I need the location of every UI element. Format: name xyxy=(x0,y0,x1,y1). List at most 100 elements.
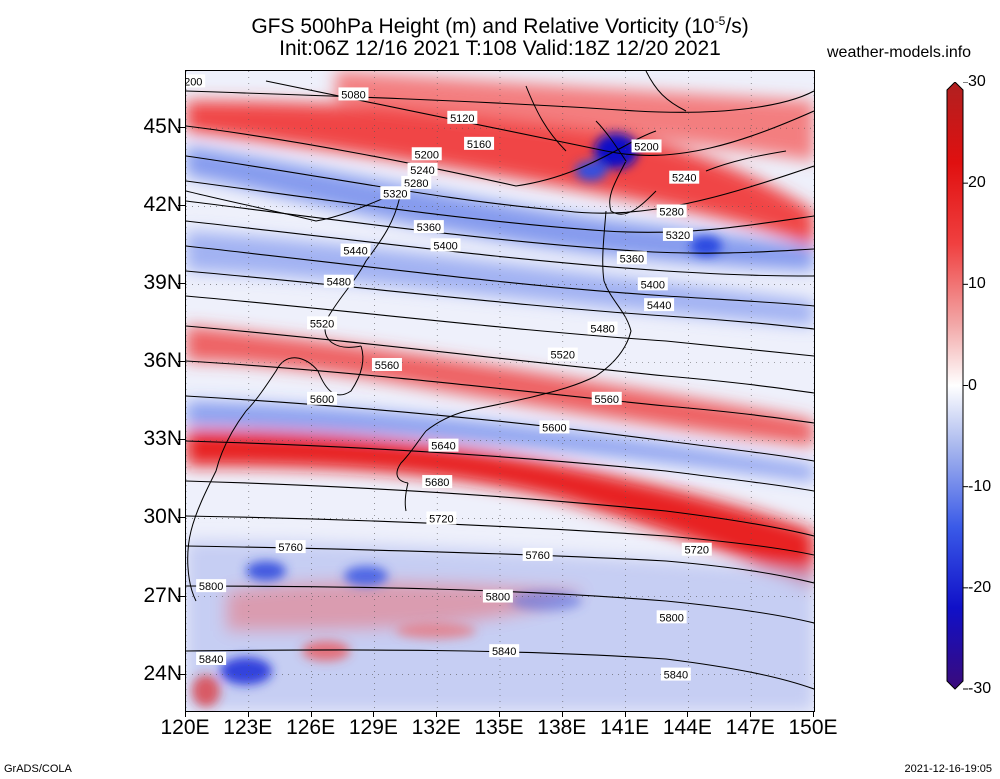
chart-title: GFS 500hPa Height (m) and Relative Vorti… xyxy=(251,14,749,38)
contour-label: 5680 xyxy=(422,475,453,489)
contour-label: 5320 xyxy=(380,186,411,200)
lon-tick-label: 129E xyxy=(348,716,398,739)
lon-tick-mark xyxy=(813,711,814,717)
svg-text:5560: 5560 xyxy=(595,394,619,406)
footer-left: GrADS/COLA xyxy=(4,763,72,775)
svg-text:5120: 5120 xyxy=(450,113,474,125)
svg-text:5640: 5640 xyxy=(431,441,455,453)
contour-label: 5520 xyxy=(547,347,578,362)
lon-tick-label: 147E xyxy=(725,716,775,739)
svg-text:5280: 5280 xyxy=(659,206,683,218)
height-contours xyxy=(186,80,814,690)
svg-text:5680: 5680 xyxy=(425,477,449,489)
contour-label: 5240 xyxy=(669,170,700,185)
contour-label: 5480 xyxy=(323,274,354,289)
contour-label: 5320 xyxy=(662,227,693,242)
lat-tick-mark xyxy=(178,205,185,207)
contour-label: 5240 xyxy=(407,162,438,177)
colorbar-tick-label: 0 xyxy=(968,376,977,394)
svg-text:5760: 5760 xyxy=(278,542,302,554)
svg-text:5320: 5320 xyxy=(383,188,407,200)
footer-right: 2021-12-16-19:05 xyxy=(904,763,992,775)
contour-label: 5600 xyxy=(539,420,570,434)
lon-tick-mark xyxy=(687,711,689,717)
contour-label: 5560 xyxy=(591,391,622,406)
svg-text:5600: 5600 xyxy=(310,394,334,406)
lon-tick-label: 150E xyxy=(788,716,838,739)
svg-text:5800: 5800 xyxy=(199,581,223,593)
contour-label: 5440 xyxy=(644,298,675,312)
lat-tick-label: 24N xyxy=(143,661,182,685)
contour-labels: 5200 5080 5120 5160 5200 5240 5280 5320 5200 5240… xyxy=(186,74,712,682)
svg-text:5320: 5320 xyxy=(666,230,690,242)
svg-text:5600: 5600 xyxy=(542,422,566,434)
contour-label: 5760 xyxy=(275,540,306,554)
contour-label: 5720 xyxy=(426,511,457,525)
lon-tick-label: 138E xyxy=(537,716,587,739)
lat-tick-mark xyxy=(178,361,185,363)
svg-text:5480: 5480 xyxy=(327,277,351,289)
svg-text:5520: 5520 xyxy=(310,318,334,330)
svg-text:5200: 5200 xyxy=(186,76,202,88)
svg-text:5720: 5720 xyxy=(429,513,453,525)
lon-tick-label: 123E xyxy=(223,716,273,739)
lon-tick-mark xyxy=(436,711,438,717)
lat-tick-label: 30N xyxy=(143,505,182,529)
svg-text:5520: 5520 xyxy=(551,350,575,362)
svg-text:5720: 5720 xyxy=(685,545,709,557)
colorbar xyxy=(946,82,968,690)
svg-text:5080: 5080 xyxy=(341,89,365,101)
svg-text:5840: 5840 xyxy=(492,646,516,658)
contour-label: 5840 xyxy=(489,644,520,658)
lat-tick-mark xyxy=(178,517,185,519)
lon-tick-mark xyxy=(185,711,186,717)
lat-tick-label: 39N xyxy=(143,271,182,295)
lon-tick-mark xyxy=(247,711,249,717)
contour-label: 5360 xyxy=(413,220,444,234)
contour-label: 5400 xyxy=(637,277,668,291)
svg-text:5240: 5240 xyxy=(410,165,434,177)
chart-subtitle: Init:06Z 12/16 2021 T:108 Valid:18Z 12/2… xyxy=(279,37,721,60)
lon-tick-mark xyxy=(499,711,500,717)
contour-label: 5600 xyxy=(307,391,338,406)
svg-text:5440: 5440 xyxy=(343,246,367,258)
contour-label: 5640 xyxy=(428,438,459,453)
contour-label: 5120 xyxy=(447,110,478,125)
contour-label: 5360 xyxy=(616,251,647,265)
contour-label: 5440 xyxy=(340,243,371,258)
contour-label: 5800 xyxy=(196,579,227,593)
contour-label: 5560 xyxy=(371,357,402,372)
svg-text:5840: 5840 xyxy=(199,654,223,666)
title-exponent: -5 xyxy=(714,14,726,28)
lon-tick-label: 141E xyxy=(600,716,650,739)
svg-text:5160: 5160 xyxy=(467,139,491,151)
contour-label: 5400 xyxy=(430,238,461,252)
svg-text:5480: 5480 xyxy=(590,324,614,336)
svg-text:5200: 5200 xyxy=(414,149,438,161)
lat-tick-label: 27N xyxy=(143,583,182,607)
lon-tick-mark xyxy=(624,711,626,717)
svg-text:5840: 5840 xyxy=(664,670,688,682)
lon-tick-mark xyxy=(310,711,312,717)
colorbar-tick-label: 30 xyxy=(968,73,986,90)
contour-label: 5840 xyxy=(660,667,691,682)
site-credit: weather-models.info xyxy=(827,44,972,61)
svg-text:5800: 5800 xyxy=(659,612,683,624)
contour-label: 5800 xyxy=(482,589,513,604)
lon-tick-mark xyxy=(373,711,375,717)
lon-tick-label: 132E xyxy=(411,716,461,739)
colorbar-tick-label: -30 xyxy=(968,680,992,697)
vorticity-map: 5200 5080 5120 5160 5200 5240 5280 5320 5200 5240… xyxy=(185,70,815,712)
colorbar-tick-label: 20 xyxy=(968,174,986,192)
lon-tick-mark xyxy=(561,711,563,717)
lat-tick-mark xyxy=(178,439,185,441)
contour-label: 5200 xyxy=(186,74,206,88)
lon-tick-label: 120E xyxy=(160,716,210,739)
contour-label: 5160 xyxy=(464,136,495,151)
svg-text:5240: 5240 xyxy=(672,173,696,185)
contour-label: 5200 xyxy=(411,147,442,161)
svg-text:5560: 5560 xyxy=(375,360,399,372)
lat-tick-label: 45N xyxy=(143,115,182,139)
svg-text:5440: 5440 xyxy=(647,300,671,312)
lat-tick-mark xyxy=(178,673,185,675)
